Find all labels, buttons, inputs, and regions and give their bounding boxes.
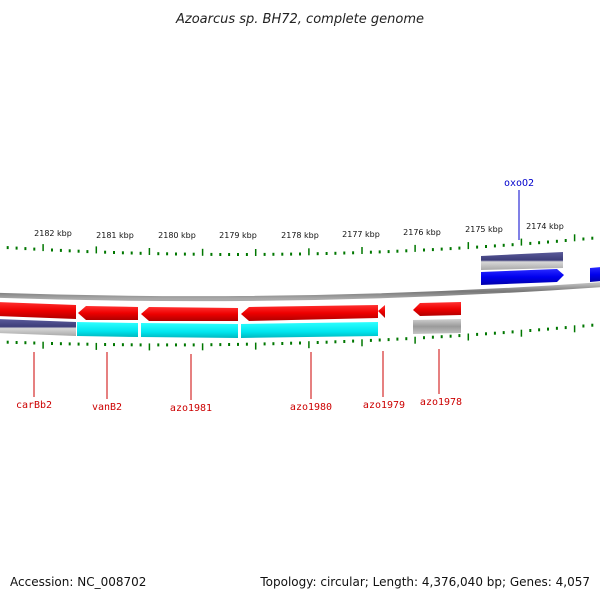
scale-label-2174: 2174 kbp — [526, 222, 564, 231]
accession-text: Accession: NC_008702 — [10, 575, 146, 589]
cds-bar-oxoO2[interactable] — [481, 252, 563, 270]
cds-bar-vanB2[interactable] — [77, 322, 138, 337]
gene-label-carBb2[interactable]: carBb2 — [16, 400, 52, 411]
scale-label-2176: 2176 kbp — [403, 228, 441, 237]
scale-label-2182: 2182 kbp — [34, 229, 72, 238]
gene-arrow-vanB2[interactable] — [78, 306, 138, 320]
cds-bar-carBb2[interactable] — [0, 319, 76, 336]
gene-arrow-oxoO2[interactable] — [481, 269, 564, 285]
scale-label-2179: 2179 kbp — [219, 231, 257, 240]
scale-label-2180: 2180 kbp — [158, 231, 196, 240]
gene-arrow-azo1979[interactable] — [378, 305, 385, 318]
gene-label-vanB2[interactable]: vanB2 — [92, 402, 122, 413]
gene-label-azo1979[interactable]: azo1979 — [363, 400, 405, 411]
genome-summary-text: Topology: circular; Length: 4,376,040 bp… — [259, 575, 590, 589]
gene-arrow-azo1980[interactable] — [241, 305, 378, 321]
gene-leader-lines — [33, 190, 520, 400]
scale-label-2175: 2175 kbp — [465, 225, 503, 234]
map-title: Azoarcus sp. BH72, complete genome — [175, 12, 424, 27]
scale-label-2177: 2177 kbp — [342, 230, 380, 239]
scale-label-2178: 2178 kbp — [281, 231, 319, 240]
cds-bar-azo1980[interactable] — [241, 322, 378, 338]
gene-label-oxoO2[interactable]: oxoO2 — [504, 178, 534, 189]
scale-labels: 2182 kbp 2181 kbp 2180 kbp 2179 kbp 2178… — [34, 222, 564, 240]
scale-label-2181: 2181 kbp — [96, 231, 134, 240]
gene-arrow-partial[interactable] — [590, 267, 600, 282]
gene-arrow-azo1978[interactable] — [413, 302, 461, 316]
gene-label-azo1980[interactable]: azo1980 — [290, 402, 332, 413]
gene-label-azo1981[interactable]: azo1981 — [170, 403, 212, 414]
cds-bar-azo1981[interactable] — [141, 323, 238, 338]
upper-scale-ticks — [6, 234, 594, 256]
gene-label-azo1978[interactable]: azo1978 — [420, 397, 462, 408]
genome-backbone — [0, 282, 600, 302]
gene-arrow-azo1981[interactable] — [141, 307, 238, 321]
gene-arrow-carBb2[interactable] — [0, 302, 76, 319]
cds-bar-azo1978[interactable] — [413, 319, 461, 334]
lower-scale-ticks — [6, 323, 594, 351]
